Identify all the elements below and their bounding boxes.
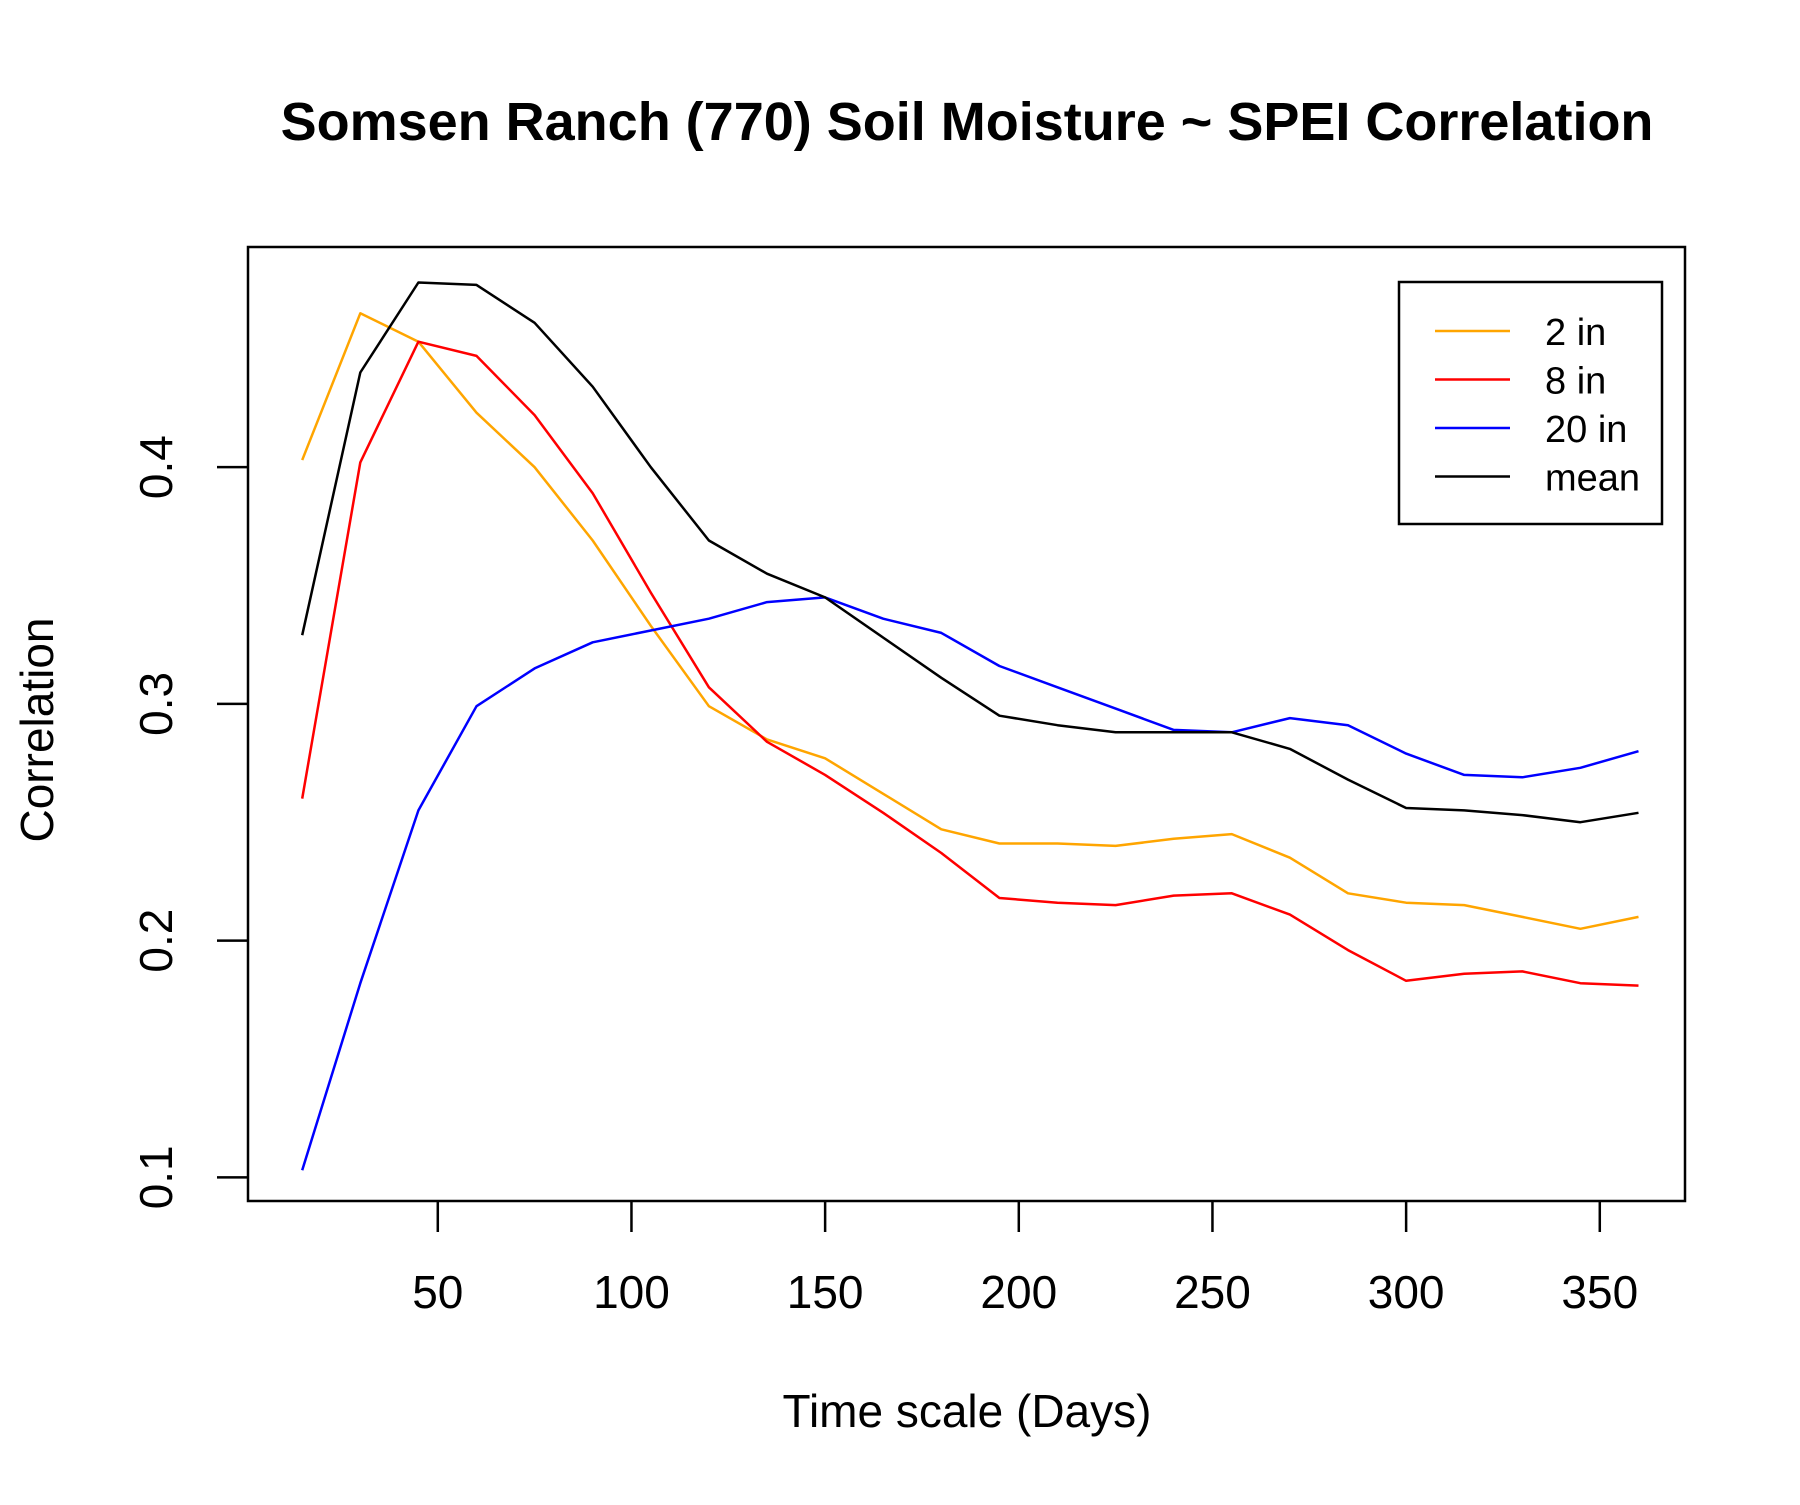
x-axis-label: Time scale (Days) xyxy=(783,1385,1152,1437)
y-axis-label: Correlation xyxy=(11,618,63,843)
series-line-8-in xyxy=(300,340,1639,987)
legend: 2 in 8 in 20 in mean xyxy=(1397,280,1664,526)
y-tick-label: 0.1 xyxy=(130,1145,182,1209)
legend-label-mean: mean xyxy=(1545,458,1640,500)
y-tick-label: 0.4 xyxy=(130,435,182,499)
x-tick-label: 300 xyxy=(1368,1266,1445,1318)
series-line-20-in xyxy=(301,596,1639,1171)
x-tick-label: 100 xyxy=(593,1266,670,1318)
x-tick-label: 150 xyxy=(787,1266,864,1318)
chart-title: Somsen Ranch (770) Soil Moisture ~ SPEI … xyxy=(281,92,1654,152)
y-axis: 0.1 0.2 0.3 0.4 xyxy=(130,435,248,1209)
x-tick-label: 250 xyxy=(1174,1266,1251,1318)
series-layer xyxy=(300,281,1639,1171)
legend-label-20-in: 20 in xyxy=(1545,409,1627,451)
series-line-mean xyxy=(300,281,1639,824)
legend-label-2-in: 2 in xyxy=(1545,312,1606,354)
legend-box xyxy=(1397,280,1664,526)
legend-label-8-in: 8 in xyxy=(1545,361,1606,403)
x-tick-label: 200 xyxy=(980,1266,1057,1318)
plot-frame xyxy=(246,245,1687,1203)
x-axis: 50 100 150 200 250 300 350 xyxy=(412,1201,1638,1318)
series-line-2-in xyxy=(301,312,1639,931)
x-tick-label: 350 xyxy=(1561,1266,1638,1318)
y-tick-label: 0.3 xyxy=(130,672,182,736)
y-tick-label: 0.2 xyxy=(130,909,182,973)
x-tick-label: 50 xyxy=(412,1266,463,1318)
